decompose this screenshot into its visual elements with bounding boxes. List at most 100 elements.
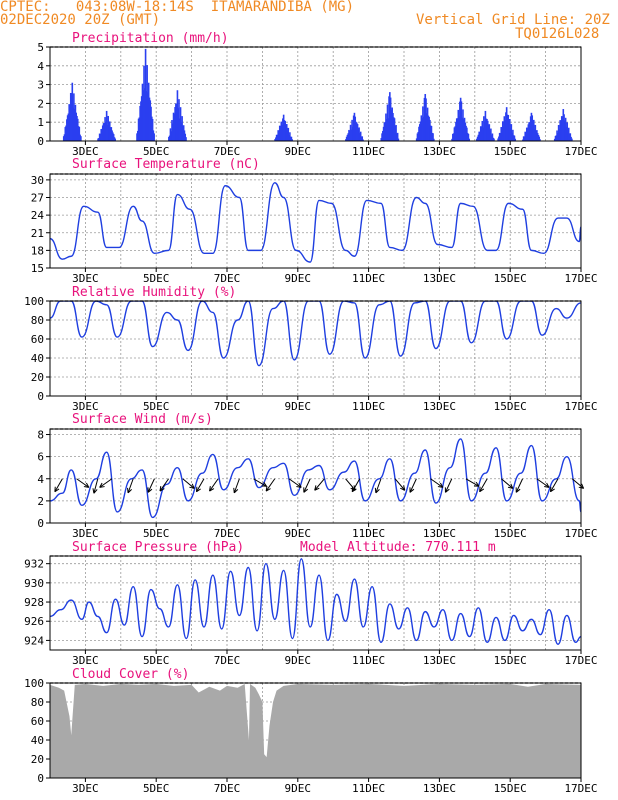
cloud-xtick-label: 5DEC [143,782,170,795]
precip-xtick-label: 7DEC [214,145,241,158]
wind-title: Surface Wind (m/s) [72,412,213,427]
wind-arrow [127,478,134,494]
wind-arrow [99,478,113,488]
wind-arrow-head [298,482,302,488]
wind-arrow [465,478,480,487]
precip-bar [513,135,516,141]
precip-bar [362,139,364,141]
precip-bar [361,136,364,141]
precip-bar [287,127,290,141]
temp-series-line [50,182,581,263]
wind-arrow-head [544,486,550,488]
precip-bar [114,138,117,141]
wind-arrow-head [546,482,550,488]
wind-arrow-head [510,483,514,489]
wind-arrow-head [400,487,405,491]
wind-series-line [50,438,581,519]
cloud-title: Cloud Cover (%) [72,667,189,682]
wind-arrow-head [85,482,90,488]
rh-ytick-label: 0 [37,390,44,403]
wind-arrow [76,478,90,488]
wind-arrow [430,478,444,488]
wind-xtick-label: 7DEC [214,527,241,540]
pressure-series-line [50,558,581,645]
temp-ytick-label: 15 [31,262,44,275]
wind-arrow [536,478,550,488]
wind-arrow-head [265,486,268,492]
pressure-ytick-label: 926 [24,615,44,628]
wind-panel: Surface Wind (m/s) 0 2 4 6 8 3DEC 5DEC 7DEC 9DEC 1… [37,412,597,540]
temp-xtick-label: 7DEC [214,272,241,285]
wind-arrow-head [99,486,105,488]
cloud-ytick-label: 60 [31,715,44,728]
precip-bar [290,136,293,141]
wind-arrow-head [550,488,555,493]
rh-title: Relative Humidity (%) [72,285,236,300]
wind-arrow [159,478,169,492]
rh-ytick-label: 60 [31,333,44,346]
precip-xtick-label: 9DEC [285,145,312,158]
cloud-xtick-label: 13DEC [423,782,456,795]
wind-arrow [182,478,195,489]
precip-bar [433,138,435,141]
wind-arrow-head [409,488,415,493]
wind-arrow [253,478,267,487]
wind-arrow-head [403,485,406,491]
cloud-ytick-label: 100 [24,677,44,690]
pressure-title: Surface Pressure (hPa) [72,540,244,555]
temp-xtick-label: 3DEC [72,272,99,285]
pressure-panel: Surface Pressure (hPa) Model Altitude: 77… [24,540,597,667]
precip-bar [539,139,541,141]
pressure-ytick-label: 932 [24,558,44,571]
wind-arrow [351,478,361,493]
rh-panel: Relative Humidity (%) 0 20 40 60 80 100 3DEC 5DE… [24,285,597,413]
wind-ytick-label: 6 [37,451,44,464]
precip-frame [49,46,582,142]
precip-bar [490,128,492,141]
precip-bar [514,138,517,141]
precip-bar [151,118,154,141]
precip-xtick-label: 17DEC [564,145,597,158]
wind-arrow-head [127,489,132,494]
precip-bar [510,124,513,141]
precip-bar [468,138,471,141]
wind-arrow-head [209,486,211,492]
temp-xtick-label: 9DEC [285,272,312,285]
wind-arrow-head [303,488,309,493]
cloud-ytick-label: 80 [31,696,44,709]
wind-arrow-head [265,488,271,492]
wind-arrow-head [439,482,444,488]
precip-bar [491,133,494,141]
wind-xtick-label: 13DEC [423,527,456,540]
pressure-xtick-label: 13DEC [423,654,456,667]
pressure-xtick-label: 5DEC [143,654,170,667]
temp-ytick-label: 30 [31,174,44,187]
wind-xtick-label: 9DEC [285,527,312,540]
wind-arrow [409,478,417,493]
precip-bar [291,139,294,141]
wind-arrow-head [196,488,201,493]
precip-xtick-label: 11DEC [352,145,385,158]
precip-bar [566,122,568,141]
wind-arrow-head [475,481,480,487]
precip-title: Precipitation (mm/h) [72,31,229,46]
precip-bar [538,136,541,141]
temp-xtick-label: 11DEC [352,272,385,285]
wind-arrow-head [581,483,585,489]
cloud-xtick-label: 9DEC [285,782,312,795]
precip-bar [493,138,495,141]
wind-xtick-label: 3DEC [72,527,99,540]
pressure-xtick-label: 15DEC [494,654,527,667]
wind-arrow [394,478,406,491]
wind-arrow-head [479,488,485,493]
precip-bar [395,125,397,141]
wind-arrow [375,478,382,494]
rh-ytick-label: 40 [31,352,44,365]
rh-xtick-label: 5DEC [143,400,170,413]
wind-arrow [345,478,356,491]
wind-arrow [265,478,276,492]
temp-xtick-label: 13DEC [423,272,456,285]
wind-arrow-head [507,486,513,489]
pressure-annotation: Model Altitude: 770.111 m [300,540,496,555]
